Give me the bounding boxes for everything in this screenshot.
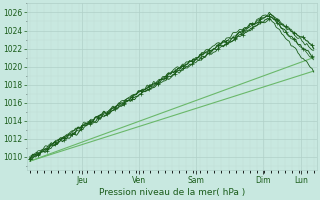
X-axis label: Pression niveau de la mer( hPa ): Pression niveau de la mer( hPa ) [99,188,245,197]
